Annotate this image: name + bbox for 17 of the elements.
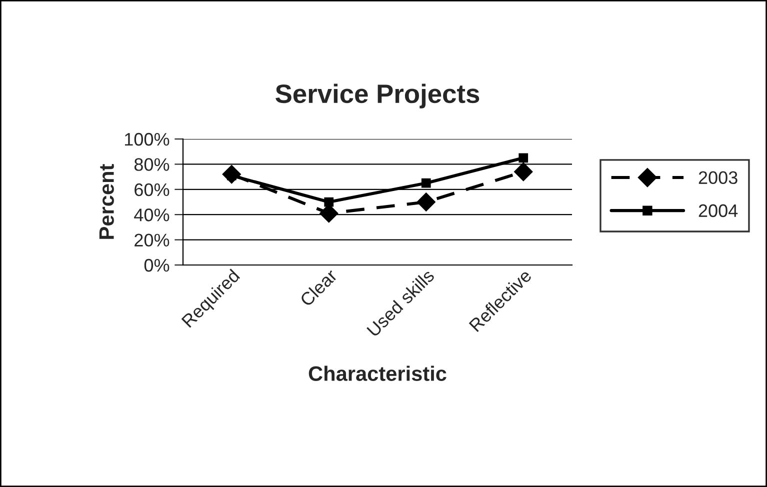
point — [421, 178, 431, 188]
x-axis-title: Characteristic — [308, 366, 446, 381]
y-tick-label: 80% — [134, 158, 170, 171]
y-tick-label: 40% — [134, 208, 170, 222]
point — [518, 153, 528, 163]
chart-title: Service Projects — [276, 84, 480, 108]
y-tick-label: 60% — [134, 183, 170, 196]
point — [222, 164, 241, 184]
legend-label: 2004 — [698, 204, 738, 218]
y-tick-label: 20% — [134, 234, 170, 247]
y-axis-title: Percent — [99, 164, 114, 239]
point — [416, 192, 436, 212]
y-tick-label: 0% — [144, 258, 170, 272]
point — [324, 197, 334, 207]
y-tick-label: 100% — [125, 132, 170, 146]
legend-label: 2003 — [698, 171, 738, 184]
point — [514, 162, 533, 182]
